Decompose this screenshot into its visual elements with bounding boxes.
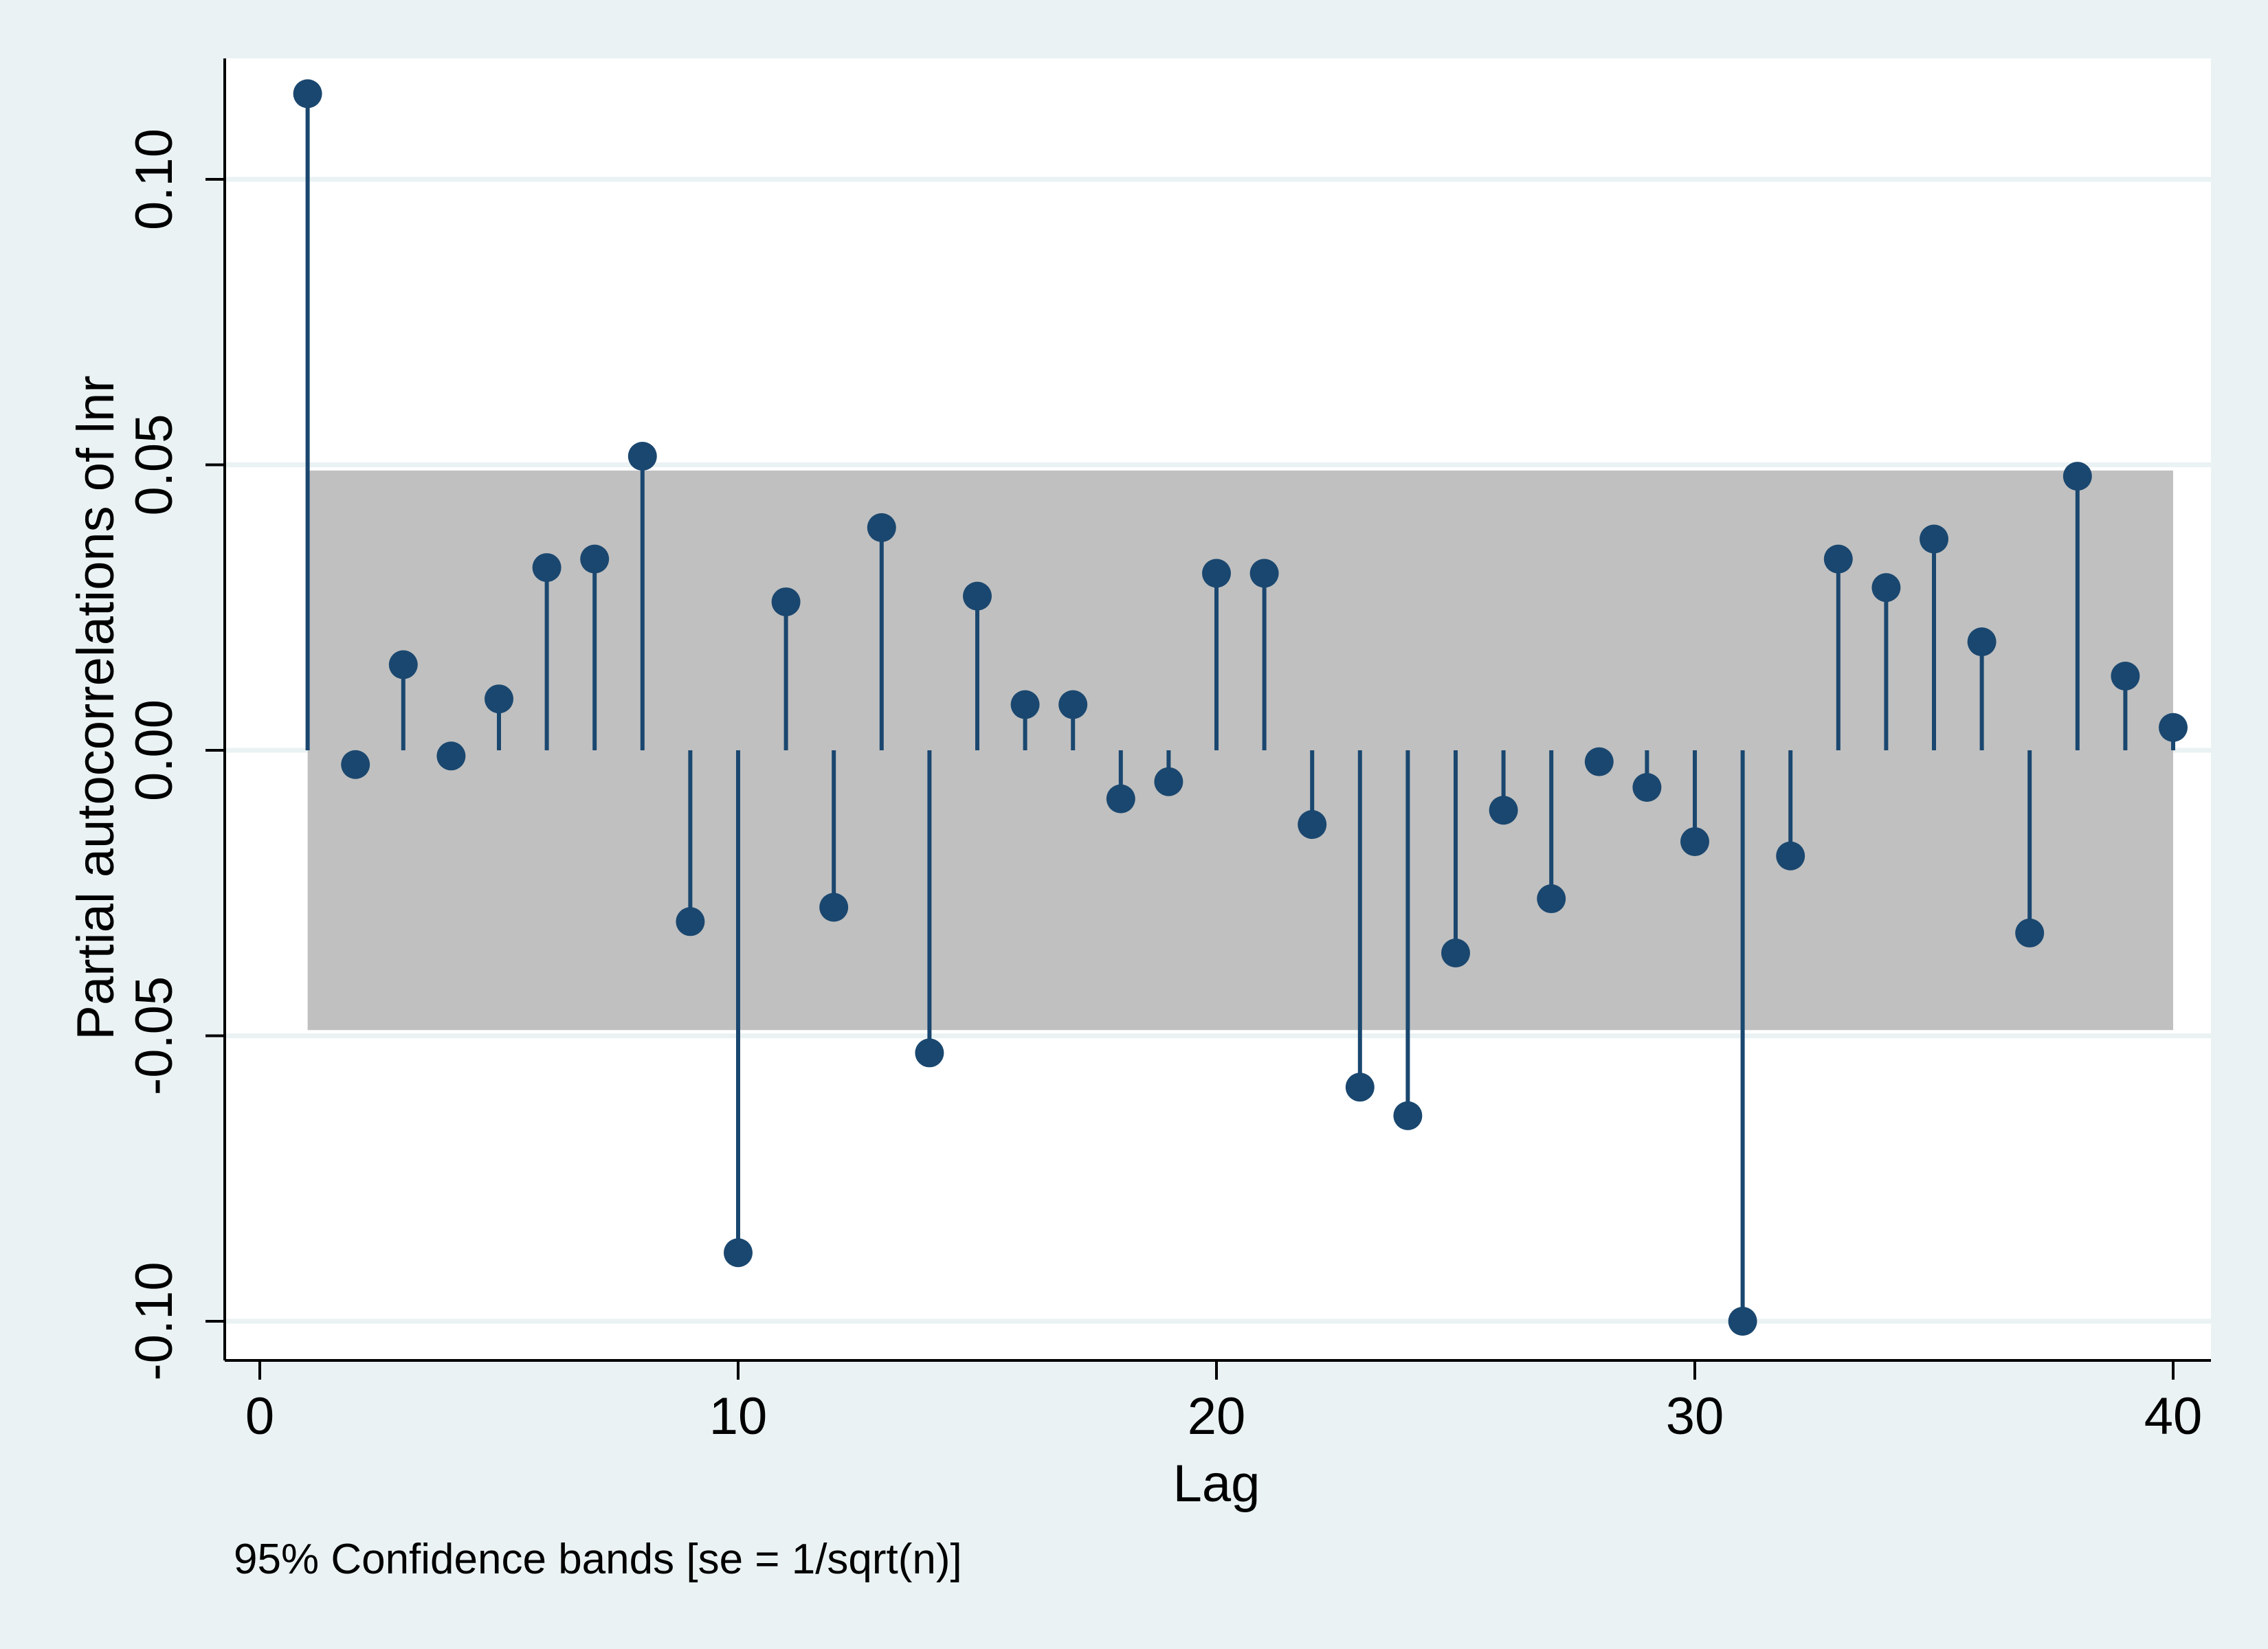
marker-lag-24 [1393,1101,1423,1130]
y-tick-label-0: -0.10 [125,1261,184,1380]
marker-lag-4 [436,741,466,771]
marker-lag-16 [1010,690,1040,719]
marker-lag-7 [580,544,610,574]
marker-lag-22 [1298,810,1327,840]
markers-layer [293,79,2188,1336]
y-tick-label-4: 0.10 [125,128,184,230]
marker-lag-1 [293,79,322,109]
confidence-band [307,470,2173,1031]
marker-lag-6 [532,553,562,583]
y-tick-label-2: 0.00 [125,699,184,801]
marker-lag-38 [2063,462,2092,491]
marker-lag-36 [1967,627,1997,657]
x-tick-label-4: 40 [2144,1387,2203,1446]
marker-lag-10 [724,1238,753,1268]
confidence-note: 95% Confidence bands [se = 1/sqrt(n)] [234,1536,962,1583]
marker-lag-15 [963,581,992,611]
axes-layer [205,58,2211,1380]
x-tick-label-2: 20 [1188,1387,1246,1446]
y-tick-label-3: 0.05 [125,414,184,516]
x-axis-title: Lag [1173,1455,1260,1513]
labels-layer: Lag Partial autocorrelations of lnr 95% … [67,128,2202,1583]
marker-lag-32 [1776,841,1805,871]
marker-lag-12 [819,893,849,922]
marker-lag-27 [1537,884,1566,914]
marker-lag-17 [1058,690,1088,719]
marker-lag-23 [1345,1073,1375,1102]
marker-lag-11 [771,587,801,616]
marker-lag-29 [1632,773,1662,803]
x-tick-label-1: 10 [709,1387,768,1446]
marker-lag-34 [1871,573,1901,603]
x-tick-label-3: 30 [1666,1387,1724,1446]
marker-lag-30 [1680,827,1709,856]
x-tick-label-0: 0 [245,1387,274,1446]
marker-lag-21 [1249,559,1279,588]
marker-lag-2 [341,750,370,779]
confidence-band-layer [307,470,2173,1031]
marker-lag-39 [2111,661,2140,691]
marker-lag-28 [1584,747,1614,776]
marker-lag-40 [2159,713,2188,742]
marker-lag-25 [1441,939,1470,968]
marker-lag-8 [627,442,657,471]
marker-lag-31 [1728,1307,1757,1336]
marker-lag-3 [388,650,418,680]
marker-lag-14 [915,1038,944,1068]
y-axis-title: Partial autocorrelations of lnr [67,375,125,1040]
marker-lag-33 [1823,544,1853,574]
marker-lag-18 [1106,784,1135,814]
marker-lag-35 [1920,524,1948,554]
marker-lag-9 [676,907,705,936]
marker-lag-13 [867,513,896,542]
marker-lag-37 [2015,918,2045,947]
marker-lag-5 [485,684,513,714]
marker-lag-20 [1202,559,1231,588]
marker-lag-19 [1154,767,1183,796]
marker-lag-26 [1489,796,1518,825]
y-tick-label-1: -0.05 [125,976,184,1095]
